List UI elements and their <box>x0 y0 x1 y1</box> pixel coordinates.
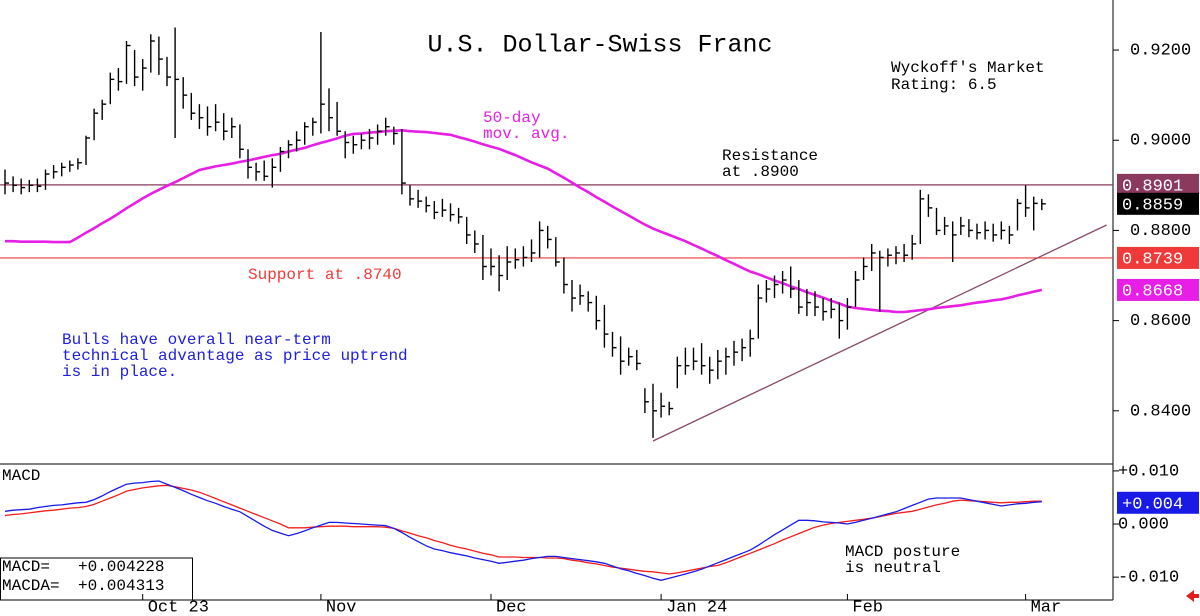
rating-text: Rating: 6.5 <box>891 76 997 94</box>
x-tick-label: Mar <box>1031 598 1062 616</box>
value-box-label: 0.8859 <box>1122 196 1183 215</box>
value-box <box>1117 173 1199 196</box>
value-box <box>1117 192 1199 215</box>
trendline <box>652 224 1107 442</box>
value-box-label: 0.8668 <box>1122 282 1183 301</box>
value-box <box>1117 491 1199 514</box>
readout-name: MACD= <box>2 558 50 576</box>
value-box-label: 0.8739 <box>1122 250 1183 269</box>
x-tick-label: Oct 23 <box>148 598 209 616</box>
nav-arrow[interactable] <box>1186 590 1199 602</box>
ma-label: 50-day <box>483 109 541 127</box>
macd-line <box>4 480 1042 581</box>
rating-text: Wyckoff's Market <box>891 59 1045 77</box>
value-box <box>1117 278 1199 301</box>
readout-value: +0.004313 <box>78 577 164 595</box>
x-tick-label: Feb <box>852 598 883 616</box>
y-tick-label: 0.8800 <box>1130 222 1191 241</box>
macd-comment: MACD posture <box>845 543 960 561</box>
x-tick-label: Jan 24 <box>666 598 727 616</box>
y-tick-label: -0.010 <box>1118 569 1179 588</box>
macd-comment: is neutral <box>845 559 941 577</box>
comment-text: Bulls have overall near-term <box>62 331 331 349</box>
x-tick-label: Dec <box>496 598 527 616</box>
y-tick-label: 0.000 <box>1118 516 1169 535</box>
y-tick-label: 0.9200 <box>1130 42 1191 61</box>
comment-text: technical advantage as price uptrend <box>62 347 408 365</box>
y-tick-label: 0.8600 <box>1130 312 1191 331</box>
value-box-label: 0.8901 <box>1122 177 1183 196</box>
chart-title: U.S. Dollar-Swiss Franc <box>427 31 772 60</box>
readout-name: MACDA= <box>2 577 60 595</box>
comment-text: is in place. <box>62 363 177 381</box>
ma-label: mov. avg. <box>483 125 569 143</box>
readout-value: +0.004228 <box>78 558 164 576</box>
y-tick-label: 0.9000 <box>1130 132 1191 151</box>
resistance-label: at .8900 <box>722 163 799 181</box>
moving-average <box>5 128 1043 314</box>
macd-title: MACD <box>2 467 40 485</box>
resistance-label: Resistance <box>722 147 818 165</box>
y-tick-label: 0.8400 <box>1130 402 1191 421</box>
value-box <box>1117 246 1199 269</box>
support-label: Support at .8740 <box>248 266 402 284</box>
y-tick-label: +0.010 <box>1118 462 1179 481</box>
x-tick-label: Nov <box>326 598 357 616</box>
value-box-label: +0.004 <box>1122 495 1183 514</box>
